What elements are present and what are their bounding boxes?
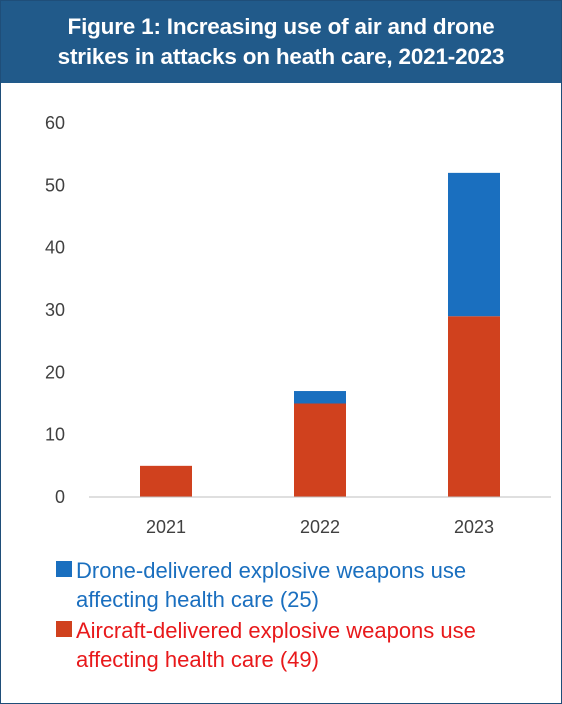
y-tick-label: 40 [45, 238, 65, 258]
bar-drone-2023 [448, 172, 500, 317]
y-tick-label: 20 [45, 362, 65, 382]
x-tick-label: 2023 [454, 517, 494, 537]
legend-item-drone: Drone-delivered explosive weapons use af… [56, 556, 536, 614]
legend-label-drone: Drone-delivered explosive weapons use af… [76, 558, 467, 612]
chart-plot: 0 10 20 30 40 50 60 2021 2022 2023 [45, 113, 551, 537]
legend-item-aircraft: Aircraft-delivered explosive weapons use… [56, 616, 536, 674]
bar-aircraft-2023 [448, 316, 500, 497]
legend-label-aircraft: Aircraft-delivered explosive weapons use… [76, 618, 476, 672]
legend-swatch-aircraft [56, 621, 72, 637]
legend-swatch-drone [56, 561, 72, 577]
y-tick-label: 60 [45, 113, 65, 133]
chart-legend: Drone-delivered explosive weapons use af… [56, 556, 536, 676]
y-tick-label: 10 [45, 425, 65, 445]
y-tick-label: 50 [45, 175, 65, 195]
x-tick-label: 2022 [300, 517, 340, 537]
figure-header: Figure 1: Increasing use of air and dron… [1, 1, 561, 83]
y-tick-label: 0 [55, 487, 65, 507]
bar-aircraft-2021 [140, 465, 192, 497]
bar-aircraft-2022 [294, 403, 346, 497]
bar-drone-2022 [294, 391, 346, 404]
y-tick-label: 30 [45, 300, 65, 320]
x-tick-label: 2021 [146, 517, 186, 537]
chart-title: Figure 1: Increasing use of air and dron… [57, 14, 505, 69]
